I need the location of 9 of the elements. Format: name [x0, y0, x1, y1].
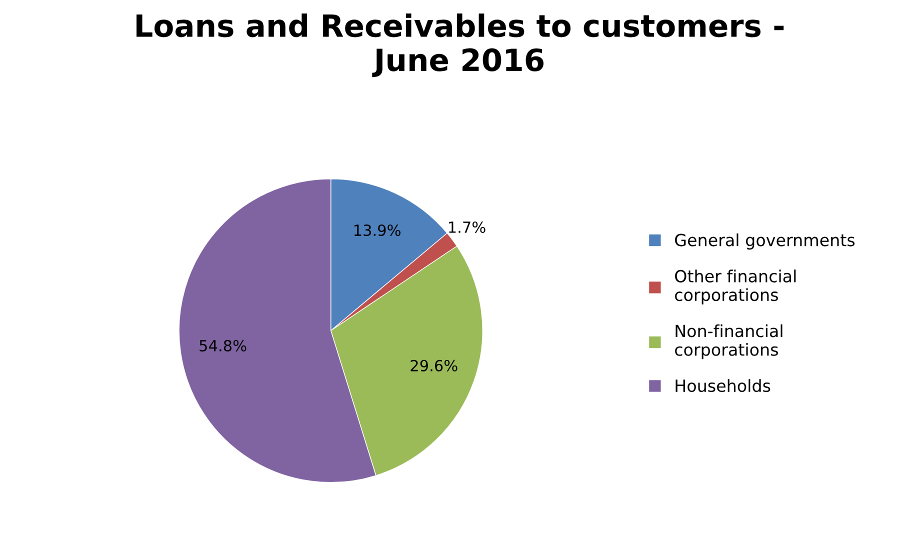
legend-label: General governments: [675, 233, 855, 250]
data-label: 29.6%: [410, 360, 458, 372]
data-label: 1.7%: [449, 221, 486, 233]
legend-label: Non-financial corporations: [675, 324, 782, 360]
legend-label: Other financial corporations: [675, 270, 796, 304]
legend-label: Households: [676, 379, 770, 392]
data-label: 13.9%: [354, 224, 400, 236]
chart-title: Loans and Receivables to customers - June 2016: [136, 14, 784, 78]
data-label: 54.8%: [200, 340, 246, 352]
